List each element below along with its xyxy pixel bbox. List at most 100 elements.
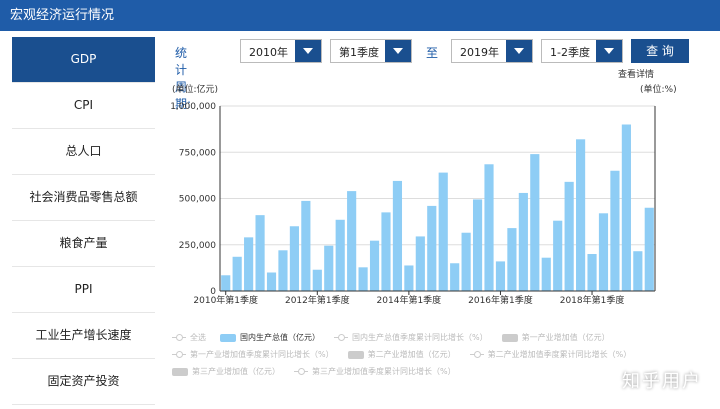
select-text: 2019年: [460, 46, 499, 59]
bar: [633, 251, 643, 291]
bar: [564, 181, 574, 291]
legend-label: 全选: [190, 333, 206, 342]
legend-label: 第二产业增加值（亿元）: [367, 350, 456, 359]
legend-item[interactable]: 国内生产总值季度累计同比增长（%）: [334, 332, 488, 343]
to-label: 至: [426, 46, 439, 60]
legend-dot: [473, 351, 481, 358]
bar: [438, 172, 448, 291]
legend-label: 第三产业增加值（亿元）: [192, 367, 280, 376]
legend-label: 第一产业增加值（亿元）: [521, 333, 610, 342]
bar: [266, 272, 277, 291]
details-link[interactable]: 查看详情: [618, 68, 654, 80]
bar: [427, 205, 437, 291]
y-tick-label: 500,000: [179, 195, 216, 205]
bar: [598, 213, 609, 291]
sidebar-item[interactable]: GDP: [12, 37, 155, 83]
bar: [644, 207, 654, 291]
bar: [472, 199, 483, 291]
legend-dot: [176, 334, 183, 341]
y-tick-label: 750,000: [179, 148, 216, 158]
header-title: 宏观经济运行情况: [0, 0, 720, 31]
bar: [255, 215, 265, 291]
sidebar-item[interactable]: 总人口: [12, 129, 155, 175]
bar: [278, 250, 288, 291]
query-button[interactable]: 查 询: [631, 39, 689, 63]
legend-symbol: [172, 334, 186, 341]
bar: [392, 180, 403, 291]
legend-symbol: [172, 367, 188, 376]
legend-dot: [338, 334, 345, 341]
bar: [324, 245, 334, 291]
bar: [518, 192, 528, 291]
bar: [587, 254, 597, 291]
sidebar-item[interactable]: PPI: [12, 267, 155, 313]
legend-symbol: [334, 334, 348, 341]
sidebar-item[interactable]: 社会消费品零售总额: [12, 175, 155, 221]
bar: [244, 237, 254, 291]
sidebar-item[interactable]: 工业生产增长速度: [12, 313, 155, 359]
legend-symbol: [220, 333, 236, 342]
legend-item[interactable]: 国内生产总值（亿元）: [220, 332, 320, 343]
legend-symbol: [172, 351, 186, 358]
bar: [507, 228, 517, 291]
bar: [610, 170, 620, 291]
bar: [381, 212, 391, 291]
legend-label: 国内生产总值季度累计同比增长（%）: [352, 333, 488, 342]
bar: [415, 236, 425, 291]
bar: [358, 267, 368, 291]
legend-item[interactable]: 第二产业增加值（亿元）: [347, 349, 456, 360]
legend-item[interactable]: 第一产业增加值（亿元）: [501, 332, 610, 343]
sidebar-item[interactable]: 固定资产投资: [12, 359, 155, 405]
bar: [335, 219, 345, 291]
bar: [495, 261, 506, 291]
legend-symbol: [294, 368, 308, 375]
bar: [404, 265, 414, 291]
x-tick-label: 2010年第1季度: [193, 294, 258, 306]
bar: [530, 154, 540, 291]
legend-dot: [298, 368, 305, 375]
bar: [312, 269, 322, 291]
x-tick-label: 2018年第1季度: [560, 294, 625, 306]
legend-item[interactable]: 第三产业增加值季度累计同比增长（%）: [294, 366, 456, 377]
sidebar: GDP CPI 总人口 社会消费品零售总额 粮食产量 PPI 工业生产增长速度 固定资产投资: [12, 37, 155, 405]
legend-item[interactable]: 第二产业增加值季度累计同比增长（%）: [469, 349, 631, 360]
x-tick-label: 2014年第1季度: [377, 294, 442, 306]
y-tick-label: 250,000: [179, 241, 216, 251]
watermark: 知乎用户: [622, 371, 702, 392]
period-label: 统计周期:: [175, 46, 192, 111]
bar: [576, 139, 586, 291]
bar: [347, 191, 357, 291]
bar: [232, 256, 242, 291]
legend-label: 国内生产总值（亿元）: [240, 333, 320, 342]
bar: [541, 257, 551, 291]
chart: 查看详情 (单位:亿元) (单位:%) 0 250,000 500,000 750,0…: [170, 68, 677, 306]
bar: [221, 275, 231, 291]
select-text: 1-2季度: [550, 46, 590, 59]
start-quarter-select[interactable]: 第1季度: [330, 39, 412, 63]
bar: [621, 124, 631, 291]
legend-label: 第三产业增加值季度累计同比增长（%）: [312, 367, 456, 376]
legend-item[interactable]: 第三产业增加值（亿元）: [172, 366, 280, 377]
bar: [289, 226, 299, 291]
y-unit: (单位:亿元): [172, 83, 218, 95]
end-quarter-select[interactable]: 1-2季度: [541, 39, 623, 63]
bar: [450, 263, 460, 291]
legend-symbol: [469, 351, 484, 358]
y2-unit: (单位:%): [640, 83, 677, 95]
legend-label: 第一产业增加值季度累计同比增长（%）: [190, 350, 334, 359]
start-year-select[interactable]: 2010年: [240, 39, 322, 63]
sidebar-item[interactable]: 粮食产量: [12, 221, 155, 267]
x-tick-label: 2016年第1季度: [468, 294, 533, 306]
legend-symbol: [347, 350, 364, 359]
sidebar-item[interactable]: CPI: [12, 83, 155, 129]
legend-dot: [176, 351, 183, 358]
legend-item[interactable]: 全选: [172, 332, 206, 343]
y-tick-label: 0: [210, 287, 216, 297]
bar: [369, 240, 380, 291]
bar: [484, 164, 494, 291]
end-year-select[interactable]: 2019年: [451, 39, 533, 63]
bar: [461, 232, 471, 291]
legend-item[interactable]: 第一产业增加值季度累计同比增长（%）: [172, 349, 334, 360]
bar: [301, 200, 311, 291]
